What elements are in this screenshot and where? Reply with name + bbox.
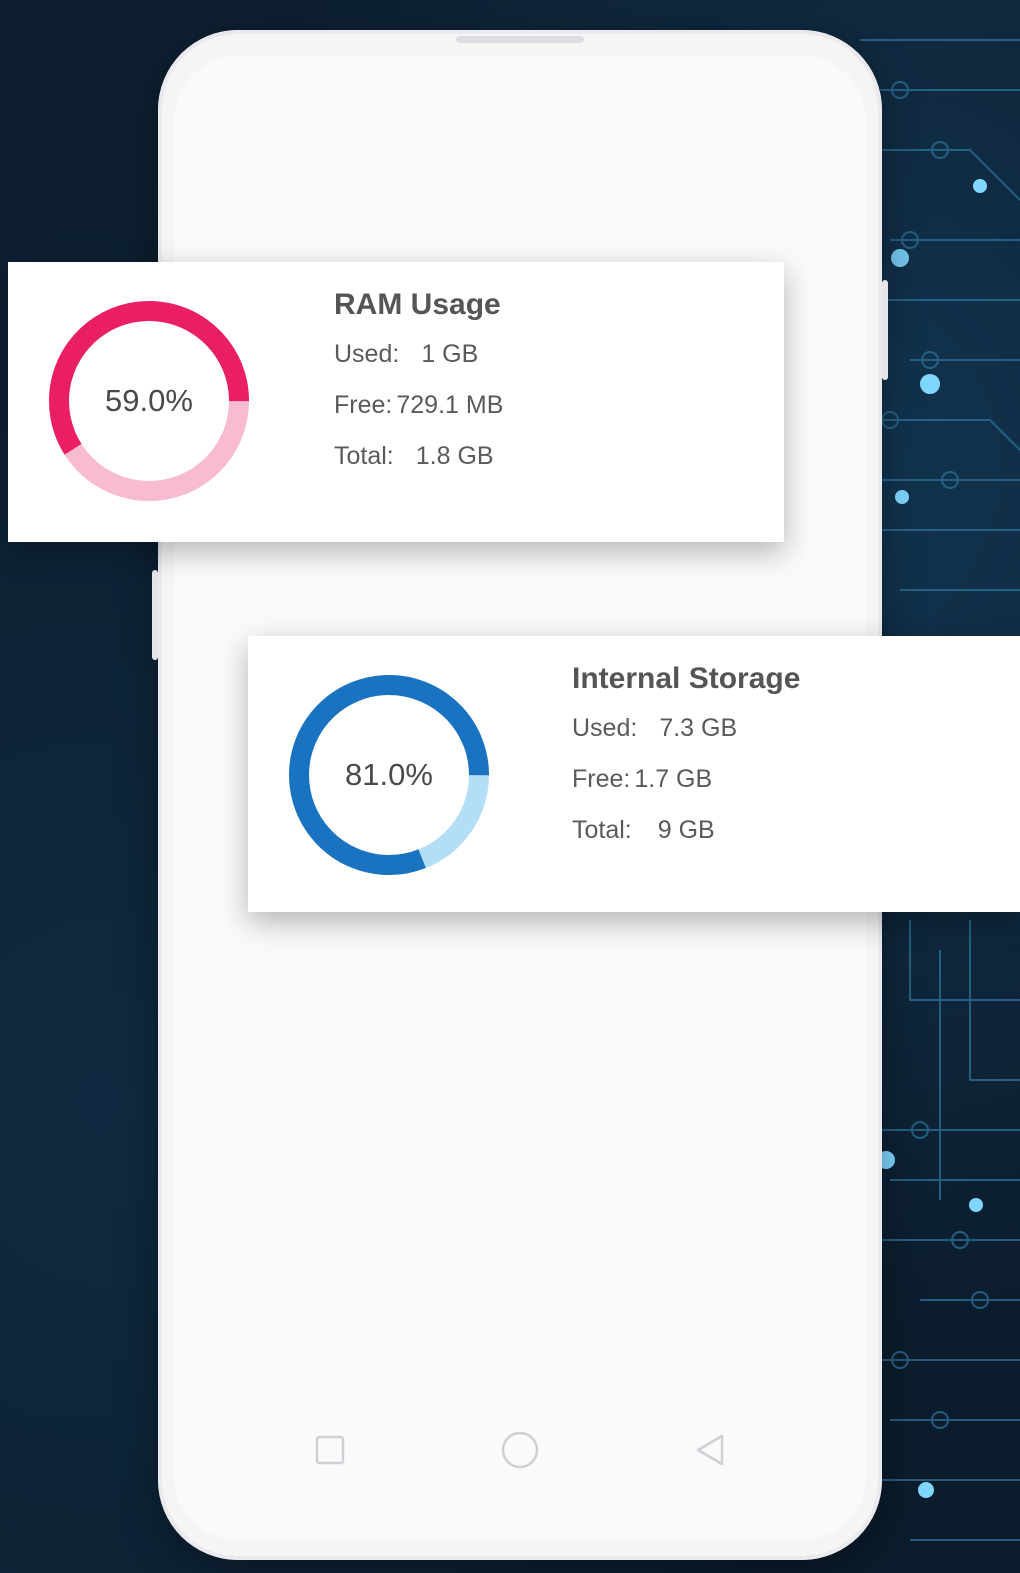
ram-used-label: Used: xyxy=(334,340,400,368)
ram-used-arc xyxy=(49,301,249,501)
circuit-decoration xyxy=(860,39,1020,1541)
phone-side-button-right xyxy=(882,280,888,380)
storage-used-value: 7.3 GB xyxy=(659,714,738,742)
storage-title: Internal Storage xyxy=(572,662,801,695)
ram-free-row: Free: 729.1 MB xyxy=(334,391,503,420)
ram-free-label: Free: xyxy=(334,391,393,419)
square-icon[interactable] xyxy=(310,1430,350,1470)
ram-total-label: Total: xyxy=(334,442,394,470)
storage-used-row: Used: 7.3 GB xyxy=(572,714,800,743)
storage-total-value: 9 GB xyxy=(657,816,715,844)
storage-used-label: Used: xyxy=(572,714,638,742)
ram-total-row: Total: 1.8 GB xyxy=(334,442,503,471)
phone-speaker xyxy=(456,36,584,43)
circle-icon[interactable] xyxy=(500,1430,540,1470)
ram-info: RAM Usage Used: 1 GB Free: 729.1 MB Total:… xyxy=(334,288,503,493)
ram-percent-label: 59.0% xyxy=(105,383,193,418)
ram-used-value: 1 GB xyxy=(421,340,479,368)
triangle-back-icon[interactable] xyxy=(690,1430,730,1470)
storage-free-value: 1.7 GB xyxy=(634,765,713,793)
storage-info: Internal Storage Used: 7.3 GB Free: 1.7 GB… xyxy=(572,662,800,867)
internal-storage-card[interactable]: 81.0% Internal Storage Used: 7.3 GB Free:… xyxy=(248,636,1020,912)
storage-percent-label: 81.0% xyxy=(345,757,433,792)
ram-total-value: 1.8 GB xyxy=(415,442,494,470)
storage-free-label: Free: xyxy=(572,765,631,793)
ram-title: RAM Usage xyxy=(334,288,501,321)
storage-total-label: Total: xyxy=(572,816,632,844)
navigation-bar xyxy=(174,1420,866,1480)
ram-used-row: Used: 1 GB xyxy=(334,340,503,369)
ram-free-value: 729.1 MB xyxy=(396,391,504,419)
storage-donut-chart: 81.0% xyxy=(286,672,492,878)
ram-usage-card[interactable]: 59.0% RAM Usage Used: 1 GB Free: 729.1 MB … xyxy=(8,262,784,542)
storage-free-row: Free: 1.7 GB xyxy=(572,765,800,794)
phone-side-button xyxy=(152,570,158,660)
ram-donut-chart: 59.0% xyxy=(46,298,252,504)
storage-total-row: Total: 9 GB xyxy=(572,816,800,845)
